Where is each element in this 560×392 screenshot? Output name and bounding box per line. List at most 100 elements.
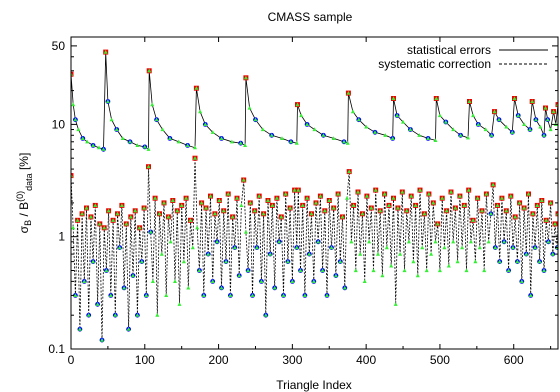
statistical-point-green [426,136,431,140]
statistical-point-green [346,90,351,95]
systematic-point-green [424,268,429,273]
systematic-point-green [548,200,553,205]
systematic-point-green [517,200,522,205]
systematic-point-green [466,187,471,192]
y-tick-label: 1 [58,230,65,244]
statistical-point-green [176,139,181,144]
statistical-point-green [85,139,90,144]
statistical-point-green [510,130,515,134]
systematic-point-green [524,251,529,256]
systematic-point-green [398,251,403,256]
systematic-point-green [305,196,310,200]
systematic-point-green [378,208,383,213]
systematic-point-green [460,245,465,250]
systematic-point-green [288,205,293,210]
systematic-point-green [250,293,255,297]
systematic-point-green [511,245,515,250]
statistical-point-green [101,147,106,151]
systematic-point-green [274,196,279,200]
systematic-point-green [351,203,356,207]
y-label-sup: (0) [15,191,25,202]
systematic-point-green [519,279,524,283]
systematic-point-green [232,245,237,250]
statistical-point-green [229,139,234,144]
systematic-point-green [526,191,531,196]
systematic-point-green [195,225,200,230]
statistical-point-green [373,130,377,134]
statistical-point-green [109,117,114,122]
statistical-point-green [331,136,336,140]
systematic-point-green [102,225,107,230]
systematic-point-green [175,208,180,213]
systematic-point-green [199,200,204,205]
systematic-point-green [539,198,544,203]
y-label-sub: data [24,173,34,191]
statistical-point-green [489,133,494,137]
systematic-point-green [168,239,173,244]
systematic-point-green [415,273,420,278]
systematic-point-green [499,196,504,200]
systematic-point-green [173,279,177,283]
y-tick-label: 0.1 [48,342,65,356]
systematic-point-green [338,259,343,264]
systematic-point-green [268,251,273,256]
systematic-point-green [488,211,493,216]
systematic-point-green [144,293,149,297]
systematic-point-red [555,211,558,217]
systematic-point-green [230,214,235,219]
statistical-point-green [364,124,369,129]
systematic-point-green [404,208,409,213]
systematic-point-green [329,245,334,250]
systematic-point-green [277,239,282,244]
statistical-point-green [219,136,224,140]
statistical-point-green [401,119,405,124]
statistical-point-green [543,105,548,110]
legend: statistical errors systematic correction [378,43,548,71]
systematic-point-green [254,245,259,250]
systematic-point-green [376,251,380,256]
statistical-point-green [383,133,388,137]
statistical-point-green [530,99,535,104]
statistical-point-green [210,130,215,134]
systematic-point-green [395,205,400,210]
systematic-point-green [546,239,551,244]
systematic-point-green [84,205,89,210]
systematic-point-green [553,221,557,226]
systematic-point-green [384,245,389,250]
systematic-point-green [181,259,186,264]
statistical-point-green [345,141,350,145]
statistical-point-red [71,71,74,77]
systematic-point-green [164,293,169,297]
statistical-point-green [390,136,395,140]
systematic-point-green [208,193,213,198]
systematic-point-green [226,191,231,196]
systematic-point-green [468,239,473,244]
systematic-point-green [497,259,502,264]
systematic-point-green [142,205,147,210]
systematic-point-green [480,208,484,213]
systematic-point-green [188,218,193,222]
systematic-point-green [506,268,511,273]
systematic-point-green [486,239,491,244]
systematic-point-green [431,200,436,205]
systematic-point-green [457,193,462,198]
systematic-point-green [135,313,140,317]
systematic-point-green [535,203,540,207]
x-tick-label: 400 [356,353,376,367]
statistical-point-green [538,124,543,129]
systematic-point-red [71,173,74,179]
systematic-point-green [73,293,78,297]
statistical-point-green [160,127,165,132]
systematic-point-green [515,259,520,264]
systematic-point-green [345,196,349,200]
systematic-point-green [400,189,405,194]
systematic-point-green [119,203,124,207]
statistical-point-green [522,122,527,126]
systematic-point-green [177,302,182,306]
systematic-point-green [184,196,189,200]
systematic-point-green [471,218,476,222]
systematic-point-green [133,208,138,213]
statistical-point-green [321,133,326,137]
statistical-point-green [356,117,361,122]
systematic-point-green [320,268,325,273]
